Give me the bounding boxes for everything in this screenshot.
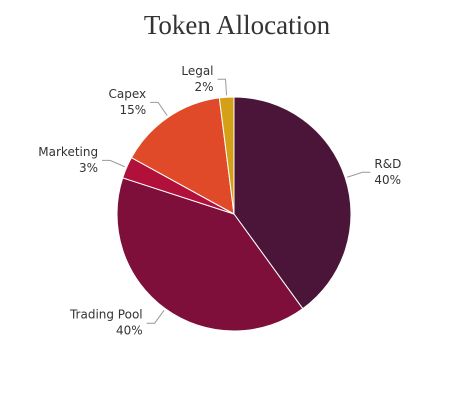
chart-title: Token Allocation [144, 10, 331, 40]
slice-value-label: 15% [119, 103, 146, 117]
slice-label: Legal [181, 64, 213, 78]
leader-line [347, 171, 371, 178]
slice-value-label: 40% [116, 324, 143, 338]
pie-slice [218, 96, 235, 215]
slice-value-label: 40% [374, 173, 401, 187]
slice-label: R&D [374, 157, 401, 171]
slice-label: Capex [108, 87, 146, 101]
pie-slice [130, 97, 235, 215]
slice-label: Marketing [38, 145, 98, 159]
slice-label: Trading Pool [69, 308, 143, 322]
leader-line [146, 309, 165, 324]
leader-line [150, 101, 168, 116]
pie-slice [233, 96, 352, 310]
slice-value-label: 3% [79, 161, 98, 175]
leader-line [102, 159, 125, 168]
slice-value-label: 2% [194, 80, 213, 94]
pie-slice [116, 177, 304, 332]
leader-line [217, 78, 228, 96]
